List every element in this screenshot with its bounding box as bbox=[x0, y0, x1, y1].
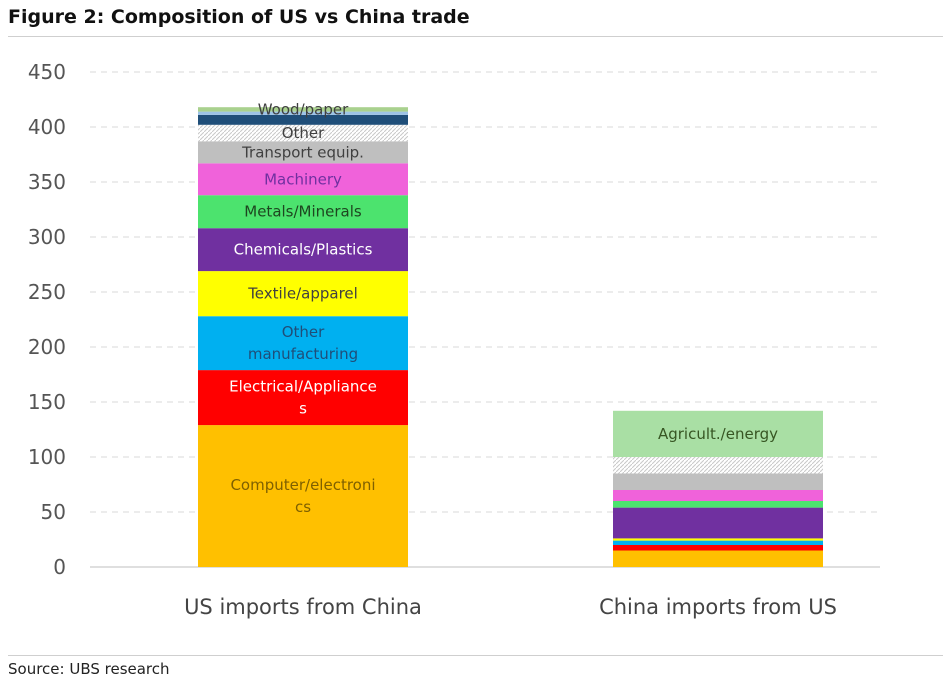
segment-label: Machinery bbox=[264, 170, 342, 188]
bar-segment bbox=[198, 316, 408, 371]
y-tick-label: 300 bbox=[28, 225, 66, 249]
bar-segment bbox=[613, 538, 823, 541]
segment-label: Textile/apparel bbox=[247, 285, 358, 303]
stacked-bar-chart: 0 50 100 150 200 250 300 350 400 450 Computer/ele… bbox=[28, 60, 880, 619]
title-divider bbox=[8, 36, 943, 37]
segment-label: Electrical/Appliance bbox=[229, 378, 377, 396]
y-tick-label: 400 bbox=[28, 115, 66, 139]
segment-label: Other bbox=[282, 124, 325, 142]
segment-label: manufacturing bbox=[248, 345, 358, 363]
segment-label: Wood/paper bbox=[258, 100, 349, 118]
bar-segment bbox=[198, 114, 408, 125]
y-tick-label: 50 bbox=[41, 500, 66, 524]
segment-label: Other bbox=[282, 323, 325, 341]
segment-label: Transport equip. bbox=[241, 143, 364, 161]
segment-label: Agricult./energy bbox=[658, 425, 778, 443]
segment-label: Metals/Minerals bbox=[244, 203, 362, 221]
bar-segment bbox=[613, 410, 823, 457]
bar-segment bbox=[198, 163, 408, 196]
bar-segment bbox=[198, 111, 408, 115]
segment-label: cs bbox=[295, 498, 311, 516]
y-tick-label: 100 bbox=[28, 445, 66, 469]
bar-segment bbox=[613, 457, 823, 474]
bar-segment bbox=[198, 370, 408, 426]
bar-segment bbox=[198, 271, 408, 317]
y-tick-label: 350 bbox=[28, 170, 66, 194]
y-tick-label: 150 bbox=[28, 390, 66, 414]
y-tick-label: 200 bbox=[28, 335, 66, 359]
bar-segment bbox=[198, 107, 408, 112]
bar-segment bbox=[613, 545, 823, 551]
segment-label: s bbox=[299, 400, 307, 418]
source-note: Source: UBS research bbox=[8, 660, 170, 678]
bar-segment bbox=[613, 473, 823, 490]
segment-label: Chemicals/Plastics bbox=[234, 241, 373, 259]
chart-title: Figure 2: Composition of US vs China tra… bbox=[8, 6, 470, 28]
bar-segment bbox=[198, 141, 408, 164]
y-tick-label: 250 bbox=[28, 280, 66, 304]
bar-segment bbox=[613, 507, 823, 539]
segment-labels: Computer/electroni cs Electrical/Appliance… bbox=[229, 100, 778, 516]
bars bbox=[198, 107, 823, 567]
y-axis-ticks: 0 50 100 150 200 250 300 350 400 450 bbox=[28, 60, 66, 579]
footer-divider bbox=[8, 655, 943, 656]
bar-segment bbox=[198, 228, 408, 272]
bar-segment bbox=[198, 124, 408, 142]
y-tick-label: 450 bbox=[28, 60, 66, 84]
x-category-label: China imports from US bbox=[599, 595, 837, 619]
bar-segment bbox=[198, 425, 408, 567]
segment-label: Computer/electroni bbox=[230, 476, 375, 494]
y-tick-label: 0 bbox=[53, 555, 66, 579]
bar-segment bbox=[613, 550, 823, 567]
bar-segment bbox=[613, 501, 823, 508]
bar-segment bbox=[613, 540, 823, 545]
bar-segment bbox=[613, 490, 823, 501]
x-category-label: US imports from China bbox=[184, 595, 422, 619]
x-axis-labels: US imports from China China imports from … bbox=[184, 595, 837, 619]
bar-segment bbox=[198, 195, 408, 229]
